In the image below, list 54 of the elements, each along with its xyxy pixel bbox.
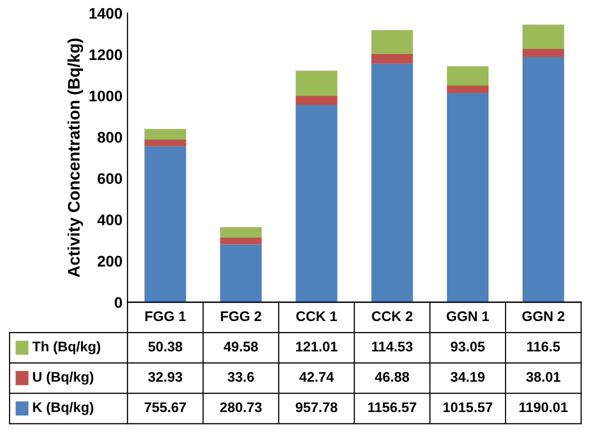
x-tick-label: CCK 1: [296, 311, 337, 322]
data-label: 1190.01: [519, 402, 568, 412]
y-tick-label: 1200: [90, 49, 122, 60]
legend-label: Th (Bq/kg): [32, 341, 100, 354]
bar: [522, 48, 564, 56]
data-label: 38.01: [526, 372, 560, 382]
bar: [522, 56, 564, 302]
legend-label: U (Bq/kg): [33, 372, 94, 385]
data-label: 42.74: [299, 372, 334, 382]
bar: [371, 54, 413, 64]
data-label: 121.01: [296, 342, 338, 352]
x-tick-label: FGG 1: [145, 311, 186, 322]
data-label: 116.5: [527, 342, 560, 352]
bar: [220, 244, 262, 302]
bar: [144, 146, 186, 302]
x-tick-label: FGG 2: [221, 311, 262, 322]
bar: [446, 66, 489, 86]
y-tick-label: 400: [97, 214, 122, 226]
data-label: 755.67: [144, 402, 186, 412]
bar: [371, 30, 413, 54]
bar: [296, 70, 338, 96]
data-label: 93.05: [450, 342, 485, 352]
bar: [296, 96, 338, 104]
data-label: 957.78: [296, 402, 338, 412]
x-tick-label: CCK 2: [372, 311, 412, 322]
bar: [220, 237, 262, 244]
data-label: 46.88: [374, 372, 410, 382]
data-label: 1156.57: [368, 402, 416, 412]
data-label: 50.38: [148, 342, 182, 352]
x-tick-label: GGN 2: [522, 311, 564, 322]
y-tick-label: 1000: [90, 90, 122, 102]
y-axis-title: Activity Concentration (Bq/kg): [67, 38, 84, 278]
bar: [144, 139, 186, 146]
bar: [220, 227, 262, 238]
bar: [522, 24, 564, 49]
data-label: 32.93: [148, 372, 182, 382]
data-label: 114.53: [372, 342, 412, 352]
y-tick-label: 0: [114, 297, 122, 308]
legend-label: K (Bq/kg): [33, 402, 94, 415]
data-label: 49.58: [224, 342, 258, 352]
data-label: 280.73: [220, 402, 262, 412]
bar: [296, 104, 338, 302]
y-tick-label: 1400: [90, 8, 122, 19]
bar: [144, 128, 186, 140]
y-tick-label: 600: [98, 173, 122, 184]
bar: [446, 85, 489, 93]
x-tick-label: GGN 1: [446, 311, 489, 322]
data-label: 1015.57: [444, 402, 492, 412]
y-tick-label: 200: [98, 256, 122, 267]
y-tick-label: 800: [98, 132, 122, 143]
bar: [446, 92, 489, 302]
data-label: 34.19: [450, 372, 485, 382]
data-label: 33.6: [228, 372, 254, 382]
bar: [371, 63, 413, 302]
